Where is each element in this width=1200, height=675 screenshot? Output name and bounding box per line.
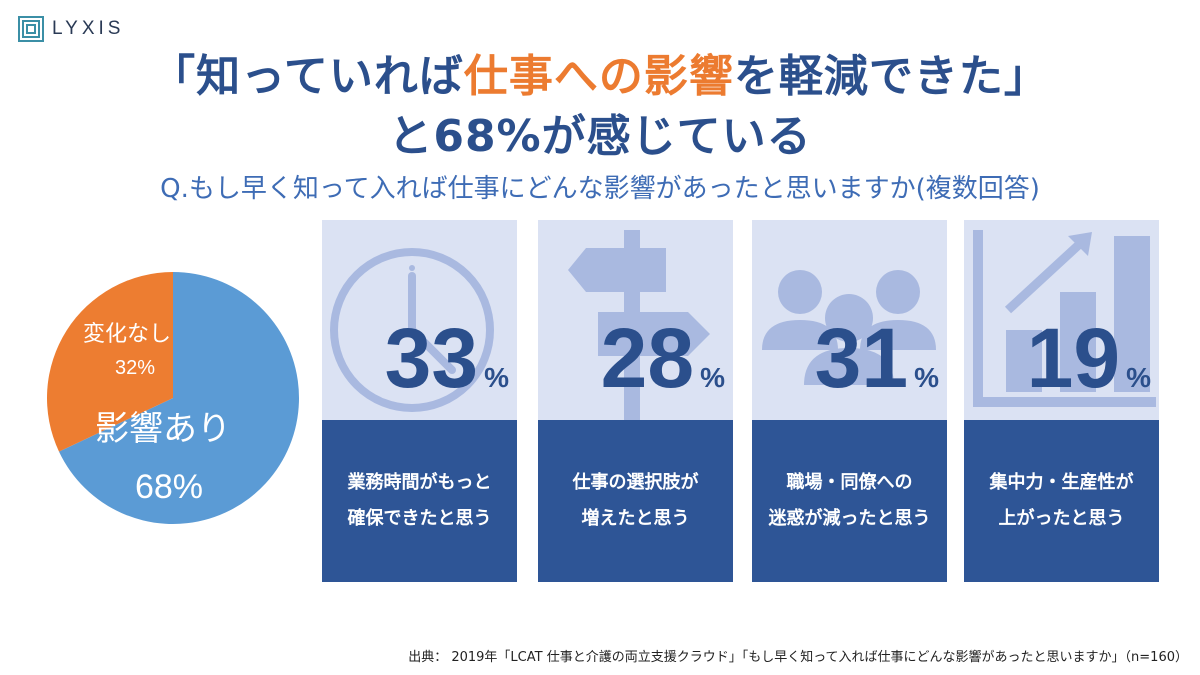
- signpost-icon: [568, 230, 710, 420]
- headline-part-a: 「知っていれば: [151, 51, 464, 102]
- stat-unit: %: [700, 362, 725, 393]
- stat-card-label-box: 業務時間がもっと 確保できたと思う: [322, 420, 517, 582]
- pie-slice-no-change: [46, 272, 173, 452]
- headline-part-b: を軽減できた」: [733, 51, 1049, 102]
- stat-label-line1: 業務時間がもっと: [347, 472, 492, 493]
- growth-chart-icon: [973, 230, 1156, 407]
- brand-logo: LYXIS: [18, 16, 124, 42]
- stat-card-top: 19%: [964, 220, 1159, 420]
- stat-value: 31: [814, 311, 909, 405]
- stat-value: 28: [600, 311, 695, 405]
- stat-card-label-box: 職場・同僚への 迷惑が減ったと思う: [752, 420, 947, 582]
- stat-label-line2: 増えたと思う: [581, 508, 690, 529]
- stat-label-line1: 職場・同僚への: [786, 472, 913, 493]
- headline-accent: 仕事への影響: [463, 51, 734, 102]
- stat-value-group: 28%: [601, 316, 725, 400]
- stat-unit: %: [1126, 362, 1151, 393]
- stat-label-line1: 集中力・生産性が: [989, 472, 1134, 493]
- headline-line2: と68%が感じている: [388, 111, 812, 162]
- brand-name: LYXIS: [52, 18, 125, 39]
- pie-label-impact: 影響あり: [95, 409, 231, 449]
- pie-label-no-change: 変化なし: [83, 322, 171, 347]
- stat-card-work-time: 33% 業務時間がもっと 確保できたと思う: [322, 220, 517, 582]
- survey-question: Q.もし早く知って入れば仕事にどんな影響があったと思いますか(複数回答): [160, 174, 1040, 204]
- stat-value-group: 19%: [1027, 316, 1151, 400]
- stat-label-line2: 迷惑が減ったと思う: [768, 508, 931, 529]
- pie-value-no-change: 32%: [115, 357, 155, 379]
- stat-value: 33: [384, 311, 479, 405]
- stat-card-career-options: 28% 仕事の選択肢が 増えたと思う: [538, 220, 733, 582]
- stat-unit: %: [914, 362, 939, 393]
- clock-icon: [330, 248, 494, 412]
- stat-value: 19: [1026, 311, 1121, 405]
- stat-card-productivity: 19% 集中力・生産性が 上がったと思う: [964, 220, 1159, 582]
- stat-card-top: 33%: [322, 220, 517, 420]
- stat-card-top: 28%: [538, 220, 733, 420]
- logo-icon: [18, 16, 44, 42]
- stat-card-coworkers: 31% 職場・同僚への 迷惑が減ったと思う: [752, 220, 947, 582]
- stat-card-label-box: 仕事の選択肢が 増えたと思う: [538, 420, 733, 582]
- people-icon: [762, 270, 936, 385]
- stat-card-top: 31%: [752, 220, 947, 420]
- headline-line1: 「知っていれば仕事への影響を軽減できた」: [0, 40, 1200, 104]
- stat-label-line1: 仕事の選択肢が: [572, 472, 699, 493]
- stat-value-group: 31%: [815, 316, 939, 400]
- source-note: 出典： 2019年「LCAT 仕事と介護の両立支援クラウド」「もし早く知って入れ…: [408, 650, 1188, 665]
- stat-card-label-box: 集中力・生産性が 上がったと思う: [964, 420, 1159, 582]
- pie-slice-impact: [58, 272, 299, 524]
- pie-value-impact: 68%: [135, 468, 203, 506]
- stat-unit: %: [484, 362, 509, 393]
- stat-value-group: 33%: [385, 316, 509, 400]
- stat-label-line2: 確保できたと思う: [347, 508, 492, 529]
- pie-chart: 変化なし 32% 影響あり 68%: [46, 272, 299, 524]
- stat-label-line2: 上がったと思う: [998, 508, 1125, 529]
